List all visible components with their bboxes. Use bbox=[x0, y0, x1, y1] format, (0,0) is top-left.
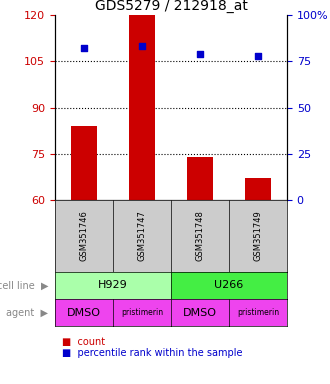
Point bbox=[197, 51, 203, 57]
Text: ■  percentile rank within the sample: ■ percentile rank within the sample bbox=[62, 348, 242, 358]
Bar bbox=[245, 179, 271, 200]
Bar bbox=[71, 126, 97, 200]
Title: GDS5279 / 212918_at: GDS5279 / 212918_at bbox=[95, 0, 248, 13]
Text: ■  count: ■ count bbox=[62, 337, 105, 347]
Text: GSM351746: GSM351746 bbox=[80, 210, 88, 262]
Point bbox=[139, 43, 145, 50]
Text: H929: H929 bbox=[98, 280, 128, 291]
Text: DMSO: DMSO bbox=[183, 308, 217, 318]
Text: U266: U266 bbox=[214, 280, 244, 291]
Point bbox=[255, 53, 261, 59]
Text: pristimerin: pristimerin bbox=[121, 308, 163, 317]
Bar bbox=[187, 157, 213, 200]
Text: GSM351748: GSM351748 bbox=[195, 210, 205, 262]
Point bbox=[82, 45, 87, 51]
Text: GSM351749: GSM351749 bbox=[253, 211, 262, 262]
Text: agent  ▶: agent ▶ bbox=[6, 308, 49, 318]
Text: GSM351747: GSM351747 bbox=[138, 210, 147, 262]
Text: cell line  ▶: cell line ▶ bbox=[0, 280, 49, 291]
Bar bbox=[129, 15, 155, 200]
Text: pristimerin: pristimerin bbox=[237, 308, 279, 317]
Text: DMSO: DMSO bbox=[67, 308, 101, 318]
